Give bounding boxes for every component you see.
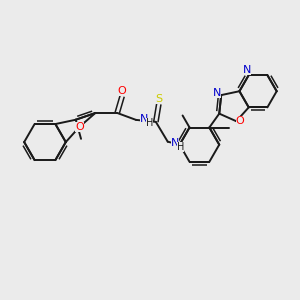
Text: H: H <box>177 142 184 152</box>
Text: O: O <box>236 116 244 126</box>
Text: N: N <box>171 138 179 148</box>
Text: S: S <box>155 94 162 104</box>
Text: N: N <box>243 65 251 75</box>
Text: H: H <box>146 118 153 128</box>
Text: O: O <box>75 122 84 132</box>
Text: N: N <box>140 114 148 124</box>
Text: O: O <box>118 86 127 96</box>
Text: N: N <box>213 88 221 98</box>
